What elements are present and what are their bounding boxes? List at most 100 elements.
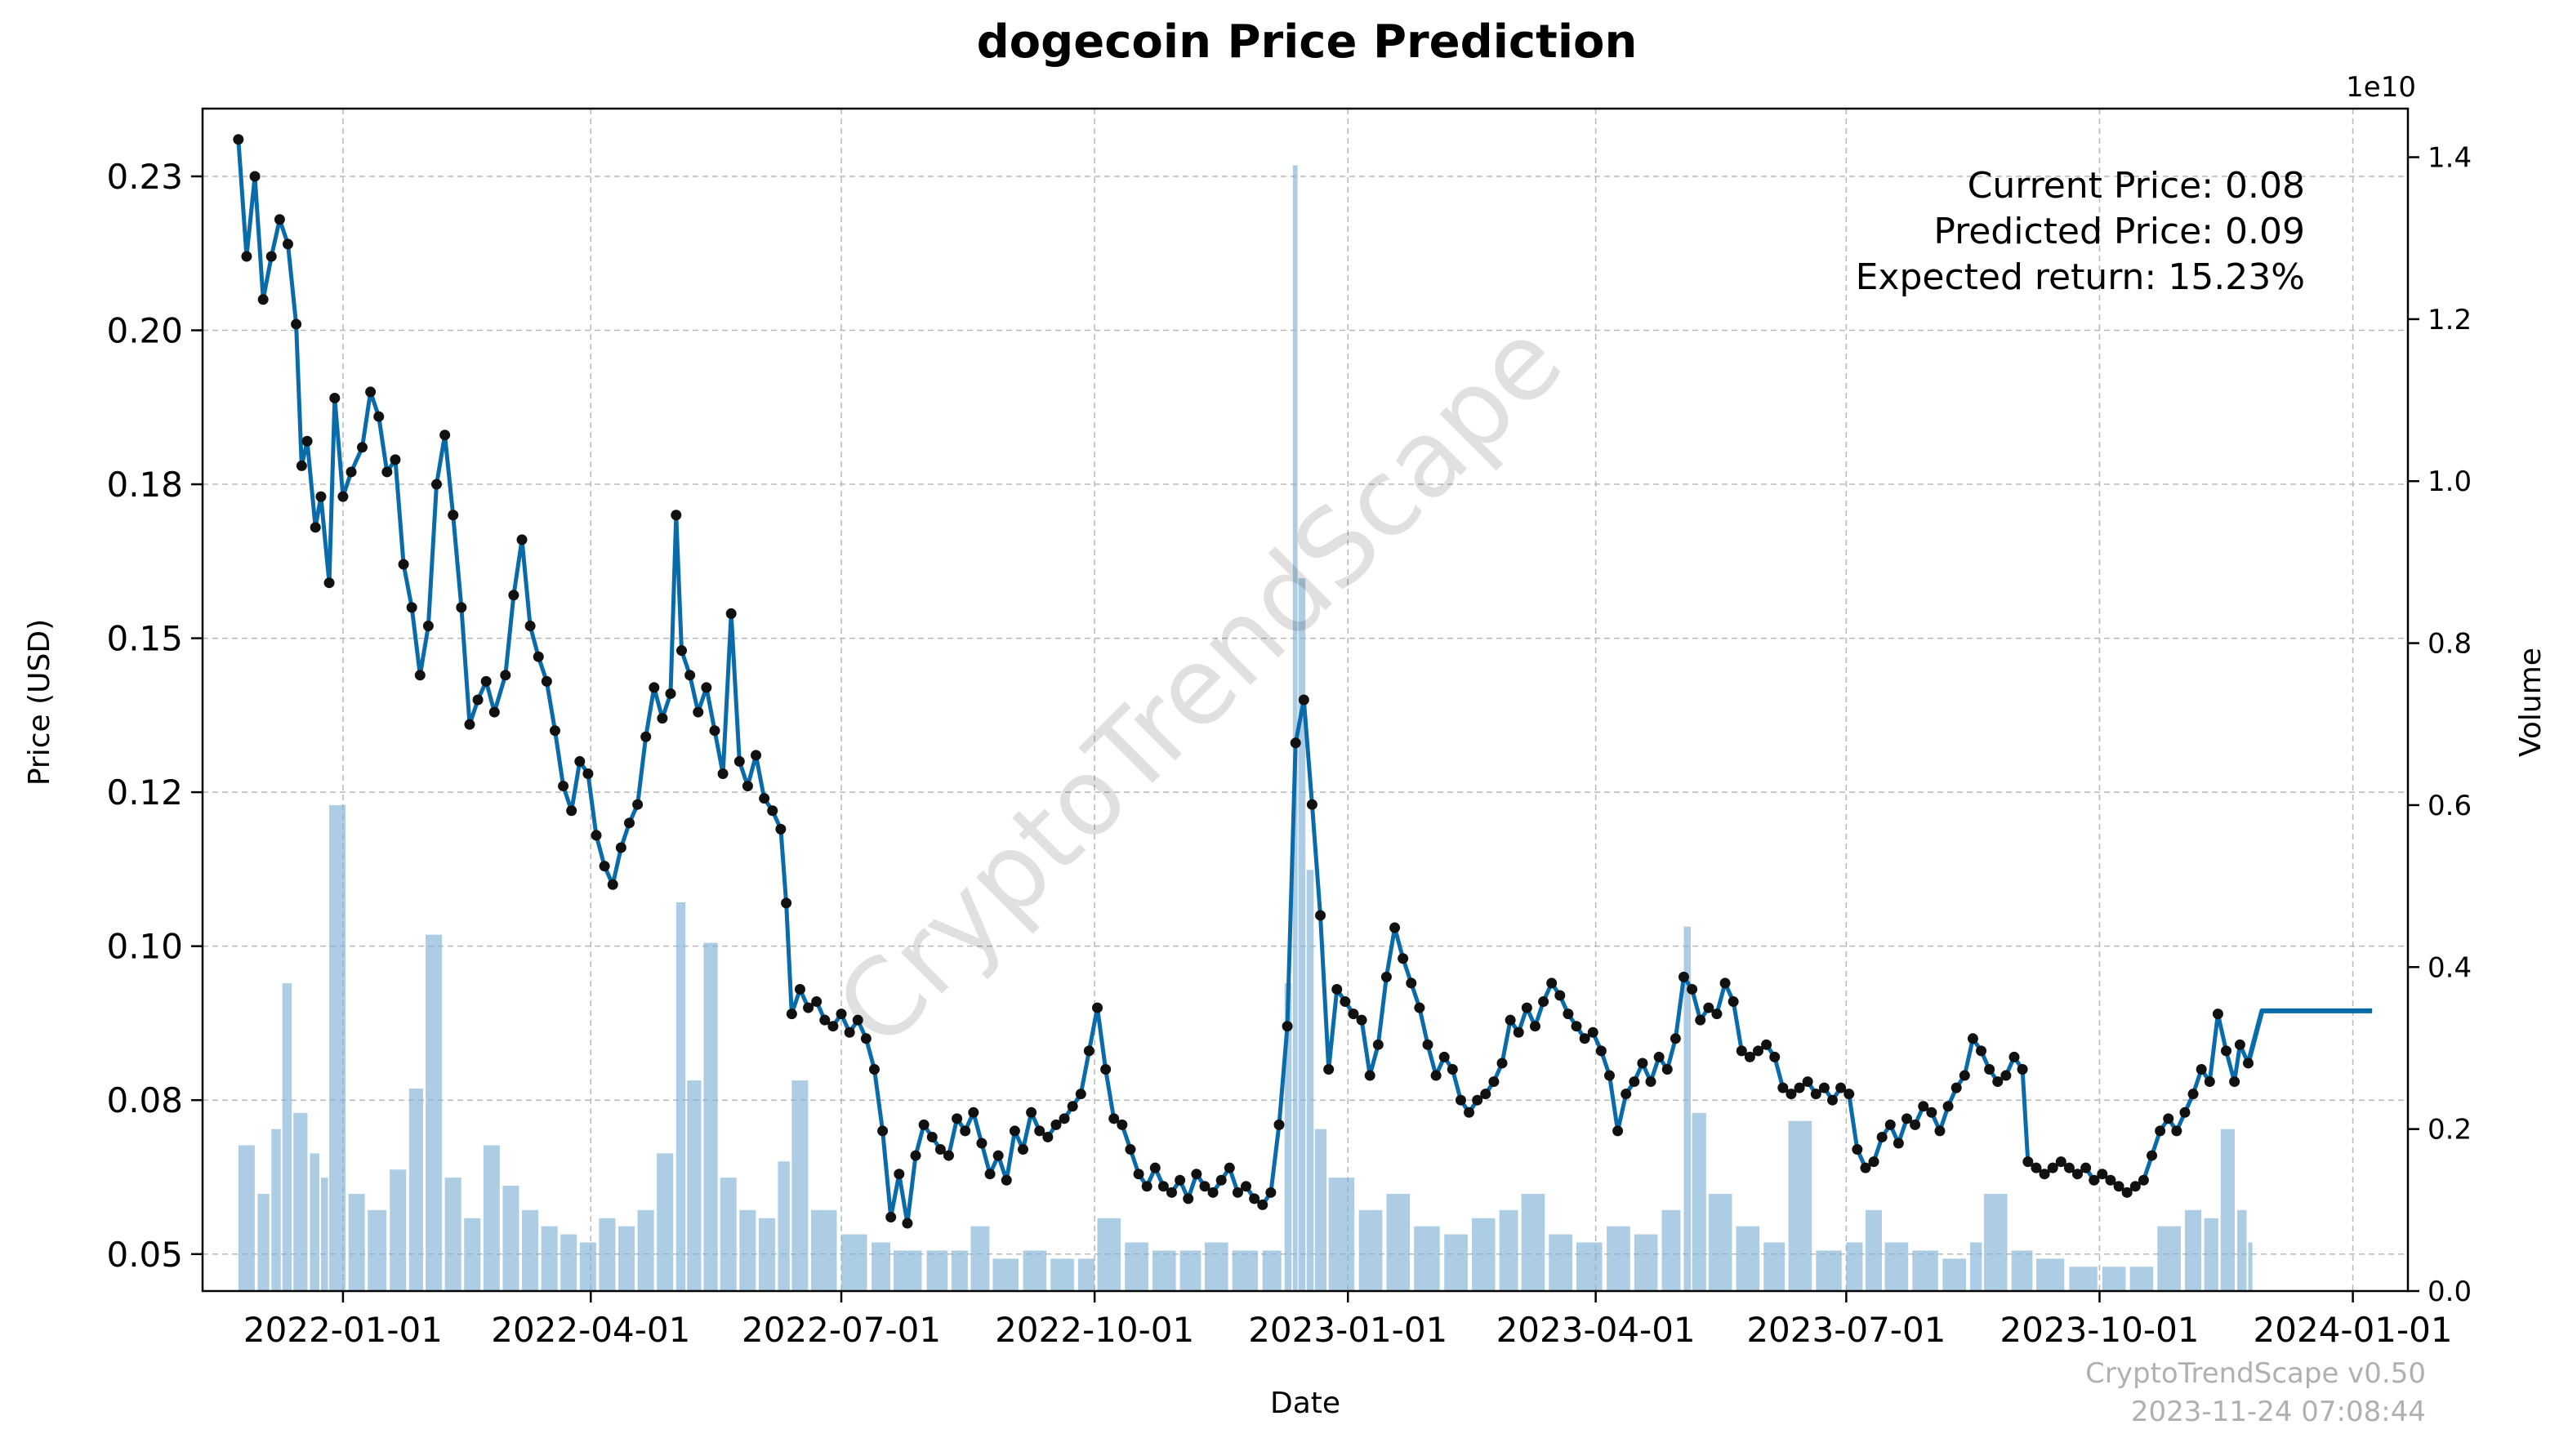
price-point: [1232, 1187, 1243, 1198]
volume-bar: [1262, 1250, 1282, 1291]
price-point: [357, 442, 368, 453]
price-point: [615, 842, 626, 853]
price-point: [337, 491, 349, 502]
price-point: [803, 1002, 814, 1013]
price-point: [1059, 1113, 1070, 1124]
price-point: [2138, 1174, 2149, 1186]
price-point: [1868, 1156, 1879, 1168]
price-point: [249, 171, 261, 182]
price-point: [2089, 1174, 2100, 1186]
price-point: [500, 670, 511, 681]
price-point: [1951, 1082, 1962, 1093]
price-point: [431, 479, 443, 490]
volume-bar: [1292, 165, 1298, 1291]
y2-tick-label: 0.0: [2428, 1276, 2472, 1308]
price-point: [1529, 1021, 1540, 1032]
price-point: [2242, 1057, 2254, 1069]
volume-bar: [2248, 1242, 2253, 1291]
price-point: [574, 755, 586, 767]
price-point: [1918, 1101, 1929, 1112]
volume-bar: [1328, 1178, 1355, 1291]
price-point: [265, 251, 277, 262]
volume-bar: [992, 1258, 1019, 1291]
price-point: [1488, 1076, 1500, 1088]
x-tick-label: 2022-01-01: [243, 1310, 443, 1350]
y-tick-label: 0.08: [106, 1080, 183, 1120]
y-tick-label: 0.15: [106, 619, 183, 659]
volume-bar: [390, 1169, 407, 1291]
price-point: [533, 651, 544, 662]
volume-bar: [1607, 1226, 1630, 1291]
volume-bar: [1884, 1242, 1909, 1291]
volume-bar: [579, 1242, 596, 1291]
price-point: [1290, 737, 1301, 749]
volume-bar: [1499, 1209, 1518, 1291]
price-point: [1934, 1125, 1946, 1137]
price-point: [2234, 1039, 2245, 1050]
price-point: [1563, 1009, 1574, 1020]
price-point: [480, 675, 492, 687]
price-point: [960, 1125, 971, 1137]
price-point: [524, 621, 536, 631]
price-point: [1026, 1106, 1037, 1118]
volume-bar: [1284, 983, 1292, 1291]
y2-tick-label: 1.0: [2428, 465, 2472, 498]
price-point: [676, 645, 688, 657]
price-point: [786, 1009, 797, 1020]
price-point: [1579, 1033, 1590, 1044]
volume-bar: [926, 1250, 948, 1291]
annotation-current-price: Current Price: 0.08: [1968, 165, 2305, 207]
price-point: [2187, 1089, 2199, 1100]
volume-bar: [1179, 1250, 1202, 1291]
price-point: [2229, 1076, 2240, 1088]
volume-bar: [720, 1178, 737, 1291]
volume-bar: [408, 1089, 423, 1291]
volume-bar: [617, 1226, 635, 1291]
volume-bar: [1314, 1129, 1327, 1291]
x-tick-label: 2023-04-01: [1496, 1310, 1696, 1350]
price-point: [315, 491, 327, 502]
volume-bar: [310, 1153, 319, 1291]
price-point: [1736, 1045, 1747, 1057]
price-point: [1893, 1138, 1904, 1149]
price-point: [488, 706, 500, 718]
price-point: [1430, 1070, 1442, 1081]
price-point: [2196, 1064, 2207, 1075]
price-point: [516, 534, 528, 545]
price-point: [1728, 996, 1739, 1008]
volume-bar: [329, 804, 346, 1291]
price-point: [1157, 1181, 1169, 1192]
footer-version: CryptoTrendScape v0.50: [2085, 1357, 2426, 1390]
price-point: [885, 1212, 897, 1222]
price-point: [1298, 694, 1309, 706]
price-point: [860, 1033, 872, 1044]
price-point: [1554, 990, 1566, 1001]
price-point: [2047, 1162, 2058, 1173]
price-point: [1438, 1051, 1450, 1062]
price-point: [1852, 1144, 1863, 1155]
price-point: [1769, 1051, 1781, 1062]
volume-bar: [2157, 1226, 2181, 1291]
volume-bar: [1204, 1242, 1228, 1291]
y-tick-label: 0.12: [106, 773, 183, 813]
price-point: [1637, 1057, 1648, 1069]
plot-frame: [201, 107, 2410, 1293]
volume-bar: [894, 1250, 922, 1291]
price-point: [282, 238, 293, 250]
x-axis-label: Date: [1270, 1387, 1340, 1420]
volume-bar: [271, 1129, 281, 1291]
price-point: [1389, 922, 1401, 933]
volume-bar: [257, 1193, 270, 1291]
price-point: [346, 466, 357, 478]
volume-bar: [1683, 926, 1692, 1291]
price-point: [894, 1169, 905, 1180]
price-point: [1141, 1181, 1152, 1192]
price-point: [1546, 977, 1558, 989]
price-point: [1703, 1002, 1714, 1013]
price-point: [2179, 1106, 2191, 1118]
price-point: [811, 996, 823, 1008]
price-point: [2212, 1009, 2223, 1020]
volume-bar: [1521, 1193, 1545, 1291]
price-point: [1984, 1064, 1995, 1075]
volume-bar: [1634, 1234, 1658, 1291]
